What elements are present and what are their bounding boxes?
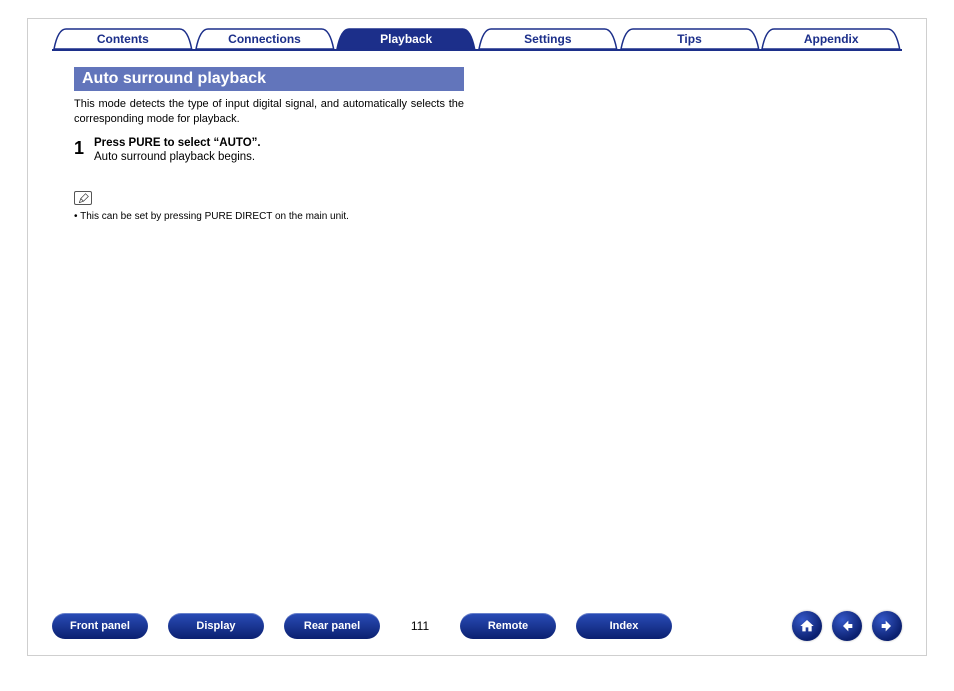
tab-label: Connections [228, 32, 301, 46]
page-number: 111 [400, 619, 440, 633]
home-icon[interactable] [792, 611, 822, 641]
step-sub: Auto surround playback begins. [94, 151, 261, 163]
button-label: Front panel [70, 620, 130, 632]
step-1: 1 Press PURE to select “AUTO”. Auto surr… [74, 137, 464, 163]
remote-button[interactable]: Remote [460, 613, 556, 639]
tab-navigation: Contents Connections Playback Settings T… [52, 27, 902, 57]
index-button[interactable]: Index [576, 613, 672, 639]
note-text: This can be set by pressing PURE DIRECT … [74, 211, 464, 222]
bottom-bar: Front panel Display Rear panel 111 Remot… [52, 611, 902, 641]
button-label: Index [610, 620, 639, 632]
section-heading-text: Auto surround playback [82, 70, 266, 88]
forward-icon[interactable] [872, 611, 902, 641]
tab-row: Contents Connections Playback Settings T… [52, 27, 902, 57]
step-title: Press PURE to select “AUTO”. [94, 137, 261, 149]
nav-icon-group [792, 611, 902, 641]
page-container: Contents Connections Playback Settings T… [27, 18, 927, 656]
display-button[interactable]: Display [168, 613, 264, 639]
tab-label: Settings [524, 32, 571, 46]
tab-tips[interactable]: Tips [619, 27, 761, 51]
back-icon[interactable] [832, 611, 862, 641]
step-number: 1 [74, 139, 84, 157]
tab-contents[interactable]: Contents [52, 27, 194, 51]
tab-underline [52, 49, 902, 51]
tab-settings[interactable]: Settings [477, 27, 619, 51]
tab-label: Appendix [804, 32, 859, 46]
tab-label: Playback [380, 32, 432, 46]
rear-panel-button[interactable]: Rear panel [284, 613, 380, 639]
tab-label: Contents [97, 32, 149, 46]
section-heading: Auto surround playback [74, 67, 464, 91]
pencil-icon [74, 191, 92, 205]
button-label: Rear panel [304, 620, 360, 632]
button-label: Display [196, 620, 235, 632]
tab-playback[interactable]: Playback [335, 27, 477, 51]
tab-appendix[interactable]: Appendix [760, 27, 902, 51]
step-text: Press PURE to select “AUTO”. Auto surrou… [94, 137, 261, 163]
button-label: Remote [488, 620, 528, 632]
tab-connections[interactable]: Connections [194, 27, 336, 51]
section-intro: This mode detects the type of input digi… [74, 97, 464, 127]
front-panel-button[interactable]: Front panel [52, 613, 148, 639]
tab-label: Tips [677, 32, 701, 46]
